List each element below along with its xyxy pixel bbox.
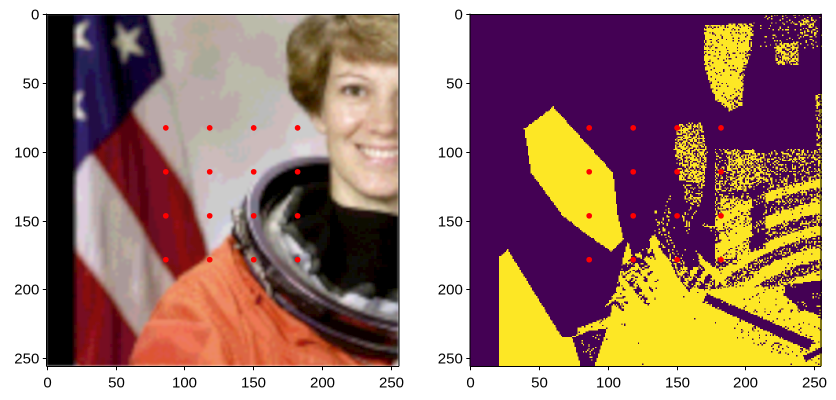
svg-text:100: 100: [14, 145, 39, 162]
svg-text:150: 150: [241, 374, 266, 391]
svg-text:0: 0: [454, 7, 462, 24]
svg-text:250: 250: [438, 351, 463, 368]
svg-text:50: 50: [108, 374, 125, 391]
svg-text:0: 0: [31, 7, 39, 24]
svg-text:200: 200: [14, 282, 39, 299]
svg-text:250: 250: [14, 351, 39, 368]
svg-text:50: 50: [446, 76, 463, 93]
svg-text:0: 0: [43, 374, 51, 391]
svg-text:150: 150: [438, 214, 463, 231]
svg-text:200: 200: [310, 374, 335, 391]
svg-text:50: 50: [531, 374, 548, 391]
svg-text:150: 150: [14, 214, 39, 231]
svg-text:50: 50: [23, 76, 40, 93]
svg-text:250: 250: [379, 374, 404, 391]
svg-text:100: 100: [596, 374, 621, 391]
svg-text:100: 100: [438, 145, 463, 162]
svg-text:200: 200: [438, 282, 463, 299]
svg-text:0: 0: [466, 374, 474, 391]
svg-text:100: 100: [172, 374, 197, 391]
svg-text:150: 150: [665, 374, 690, 391]
svg-text:200: 200: [733, 374, 758, 391]
svg-text:250: 250: [802, 374, 827, 391]
